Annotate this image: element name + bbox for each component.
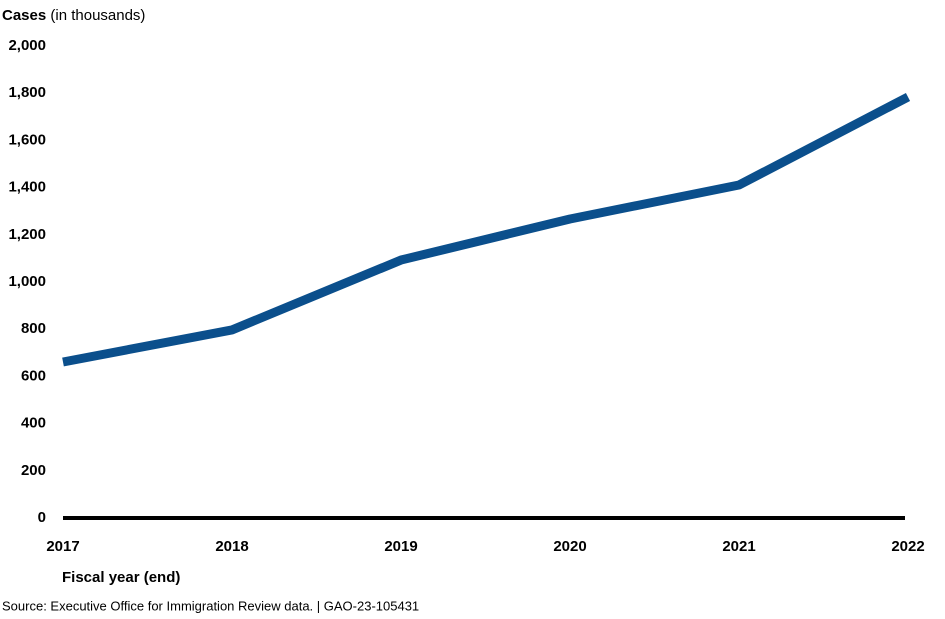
y-tick-label: 800 xyxy=(21,320,46,337)
y-tick-label: 1,600 xyxy=(8,131,46,148)
y-tick-label: 1,200 xyxy=(8,226,46,243)
y-tick-label: 0 xyxy=(38,509,46,526)
x-tick-label: 2019 xyxy=(384,538,417,555)
x-tick-label: 2017 xyxy=(46,538,79,555)
y-axis-label: Cases (in thousands) xyxy=(2,7,145,24)
x-axis-label: Fiscal year (end) xyxy=(62,569,180,586)
y-tick-label: 400 xyxy=(21,415,46,432)
y-tick-label: 1,000 xyxy=(8,273,46,290)
y-axis-label-main: Cases xyxy=(2,7,46,24)
y-tick-label: 200 xyxy=(21,462,46,479)
y-axis-label-unit: (in thousands) xyxy=(50,7,145,24)
x-tick-label: 2020 xyxy=(553,538,586,555)
x-tick-label: 2022 xyxy=(891,538,924,555)
source-note: Source: Executive Office for Immigration… xyxy=(2,598,419,613)
x-tick-label: 2021 xyxy=(722,538,755,555)
y-tick-label: 1,400 xyxy=(8,179,46,196)
x-tick-label: 2018 xyxy=(215,538,248,555)
y-tick-label: 600 xyxy=(21,367,46,384)
y-tick-label: 2,000 xyxy=(8,37,46,54)
line-series xyxy=(62,92,911,367)
y-tick-label: 1,800 xyxy=(8,84,46,101)
